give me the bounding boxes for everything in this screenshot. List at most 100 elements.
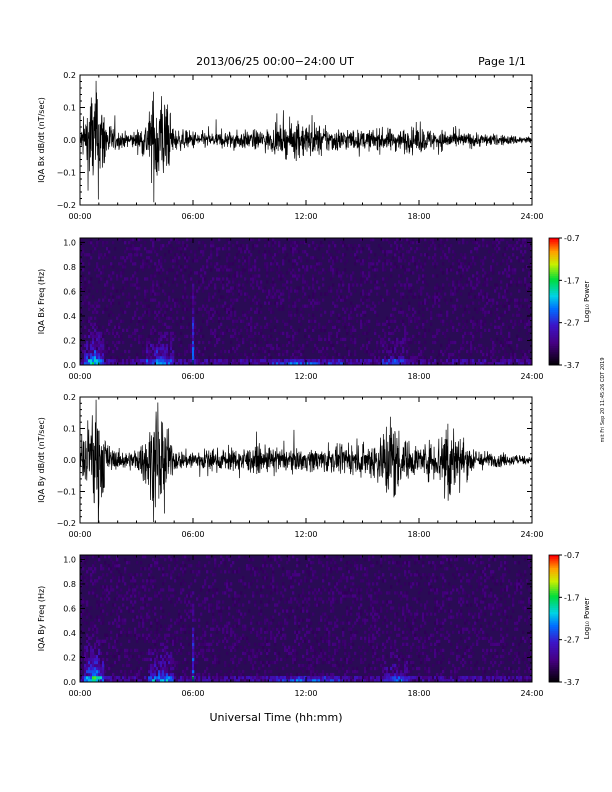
spectrogram-cell xyxy=(98,331,101,336)
spectrogram-cell xyxy=(194,361,197,366)
spectrogram-cell xyxy=(160,654,163,659)
spectrogram-cell xyxy=(206,636,209,640)
spectrogram-cell xyxy=(126,358,129,363)
spectrogram-cell xyxy=(322,256,325,260)
spectrogram-cell xyxy=(130,358,133,363)
spectrogram-cell xyxy=(182,669,185,674)
spectrogram-cell xyxy=(130,630,133,634)
spectrogram-cell xyxy=(174,274,177,278)
spectrogram-cell xyxy=(426,319,429,323)
spectrogram-cell xyxy=(192,319,195,323)
spectrogram-cell xyxy=(412,256,415,260)
spectrogram-cell xyxy=(356,250,359,254)
spectrogram-cell xyxy=(236,274,239,278)
spectrogram-cell xyxy=(112,313,115,317)
spectrogram-cell xyxy=(140,582,143,586)
spectrogram-cell xyxy=(208,675,211,680)
spectrogram-cell xyxy=(106,343,109,348)
spectrogram-cell xyxy=(500,262,503,266)
spectrogram-cell xyxy=(118,325,121,330)
spectrogram-cell xyxy=(90,238,93,242)
spectrogram-cell xyxy=(518,337,521,342)
spectrogram-cell xyxy=(440,295,443,299)
spectrogram-cell xyxy=(322,352,325,357)
spectrogram-cell xyxy=(294,358,297,363)
spectrogram-cell xyxy=(308,358,311,363)
spectrogram-cell xyxy=(490,298,493,302)
spectrogram-cell xyxy=(174,603,177,607)
spectrogram-cell xyxy=(312,277,315,281)
spectrogram-cell xyxy=(408,301,411,305)
spectrogram-cell xyxy=(296,349,299,354)
spectrogram-cell xyxy=(110,663,113,668)
spectrogram-cell xyxy=(152,292,155,296)
spectrogram-cell xyxy=(98,298,101,302)
spectrogram-cell xyxy=(294,349,297,354)
spectrogram-cell xyxy=(178,672,181,677)
spectrogram-cell xyxy=(148,340,151,345)
spectrogram-cell xyxy=(126,591,129,595)
spectrogram-cell xyxy=(158,349,161,354)
spectrogram-cell xyxy=(152,286,155,290)
spectrogram-cell xyxy=(136,277,139,281)
spectrogram-cell xyxy=(238,250,241,254)
spectrogram-cell xyxy=(158,660,161,665)
spectrogram-cell xyxy=(156,594,159,598)
spectrogram-cell xyxy=(172,666,175,671)
spectrogram-cell xyxy=(282,331,285,336)
spectrogram-cell xyxy=(254,262,257,266)
spectrogram-cell xyxy=(422,322,425,326)
spectrogram-cell xyxy=(152,280,155,284)
spectrogram-cell xyxy=(130,654,133,659)
spectrogram-cell xyxy=(258,352,261,357)
spectrogram-cell xyxy=(440,247,443,251)
spectrogram-cell xyxy=(520,349,523,354)
spectrogram-cell xyxy=(118,295,121,299)
spectrogram-cell xyxy=(142,636,145,640)
spectrogram-cell xyxy=(196,361,199,366)
spectrogram-cell xyxy=(514,322,517,326)
spectrogram-cell xyxy=(330,256,333,260)
spectrogram-cell xyxy=(272,361,275,366)
spectrogram-cell xyxy=(264,334,267,339)
spectrogram-cell xyxy=(490,286,493,290)
spectrogram-cell xyxy=(186,600,189,604)
spectrogram-cell xyxy=(276,337,279,342)
spectrogram-cell xyxy=(162,588,165,592)
spectrogram-cell xyxy=(518,277,521,281)
spectrogram-cell xyxy=(508,337,511,342)
spectrogram-cell xyxy=(336,358,339,363)
spectrogram-cell xyxy=(506,361,509,366)
spectrogram-cell xyxy=(180,678,183,683)
spectrogram-cell xyxy=(424,238,427,242)
spectrogram-cell xyxy=(206,591,209,595)
spectrogram-cell xyxy=(172,657,175,662)
spectrogram-cell xyxy=(208,672,211,677)
spectrogram-cell xyxy=(422,313,425,317)
spectrogram-cell xyxy=(88,343,91,348)
spectrogram-cell xyxy=(264,250,267,254)
spectrogram-cell xyxy=(152,648,155,653)
spectrogram-cell xyxy=(496,331,499,336)
spectrogram-cell xyxy=(466,319,469,323)
spectrogram-cell xyxy=(84,286,87,290)
spectrogram-cell xyxy=(356,358,359,363)
spectrogram-cell xyxy=(110,567,113,571)
spectrogram-cell xyxy=(162,555,165,559)
spectrogram-cell xyxy=(454,361,457,366)
spectrogram-cell xyxy=(128,256,131,260)
spectrogram-cell xyxy=(510,361,513,366)
spectrogram-cell xyxy=(270,328,273,333)
spectrogram-cell xyxy=(514,355,517,360)
spectrogram-cell xyxy=(286,331,289,336)
spectrogram-cell xyxy=(282,349,285,354)
spectrogram-cell xyxy=(162,304,165,308)
spectrogram-cell xyxy=(82,349,85,354)
spectrogram-cell xyxy=(320,241,323,245)
spectrogram-cell xyxy=(410,259,413,263)
spectrogram-cell xyxy=(94,301,97,305)
spectrogram-cell xyxy=(192,298,195,302)
spectrogram-cell xyxy=(88,328,91,333)
spectrogram-cell xyxy=(432,298,435,302)
spectrogram-cell xyxy=(206,621,209,625)
